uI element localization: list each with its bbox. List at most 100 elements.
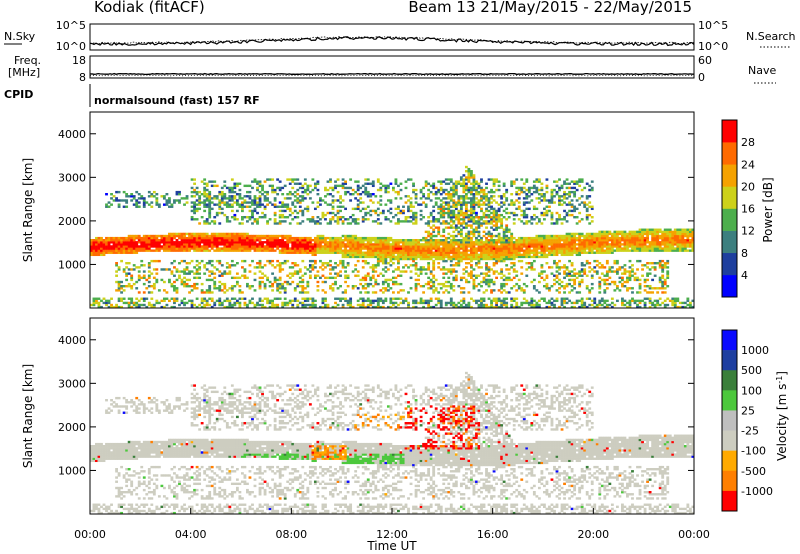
power-cell bbox=[407, 266, 410, 269]
power-cell bbox=[437, 297, 441, 300]
power-cell bbox=[480, 236, 483, 240]
power-cell bbox=[454, 205, 458, 208]
power-cell bbox=[507, 251, 511, 254]
freq-line bbox=[89, 72, 695, 76]
power-cell bbox=[454, 249, 458, 252]
power-cell bbox=[515, 270, 519, 273]
power-cell bbox=[321, 251, 325, 254]
power-cell bbox=[419, 255, 423, 259]
power-cell bbox=[512, 262, 516, 265]
power-cell bbox=[205, 301, 209, 305]
power-cell bbox=[470, 193, 473, 196]
power-cell bbox=[462, 247, 466, 250]
power-cell bbox=[537, 274, 541, 277]
power-cell bbox=[334, 184, 337, 188]
power-cell bbox=[434, 249, 438, 252]
power-cell bbox=[495, 255, 498, 259]
power-cell bbox=[502, 282, 506, 286]
power-cell bbox=[130, 199, 134, 202]
power-cell bbox=[495, 218, 498, 221]
power-cell bbox=[472, 195, 476, 198]
power-cell bbox=[173, 236, 176, 240]
power-cell bbox=[480, 247, 483, 250]
power-cell bbox=[454, 278, 458, 282]
power-cell bbox=[157, 301, 161, 305]
power-cell bbox=[374, 282, 378, 286]
power-cell bbox=[477, 266, 481, 269]
power-cell bbox=[588, 195, 592, 198]
power-cell bbox=[464, 224, 468, 227]
power-cell bbox=[545, 305, 549, 309]
power-cell bbox=[502, 303, 506, 307]
power-cell bbox=[485, 226, 488, 229]
power-cell bbox=[568, 193, 571, 196]
power-cell bbox=[268, 299, 272, 303]
power-cell bbox=[162, 234, 166, 238]
power-cell bbox=[492, 257, 496, 261]
power-cell bbox=[500, 287, 504, 290]
power-cell bbox=[190, 232, 194, 236]
power-cell bbox=[208, 291, 212, 294]
power-cell bbox=[155, 239, 159, 242]
power-cell bbox=[507, 228, 511, 231]
power-cell bbox=[150, 205, 154, 208]
power-cell bbox=[147, 247, 151, 250]
power-cell bbox=[223, 282, 227, 286]
power-cell bbox=[432, 262, 436, 265]
power-cell bbox=[152, 282, 156, 286]
power-cell bbox=[532, 287, 536, 290]
power-cell bbox=[258, 297, 262, 300]
power-cell bbox=[298, 270, 302, 273]
power-cell bbox=[472, 218, 476, 221]
power-cell bbox=[155, 272, 159, 275]
power-cell bbox=[95, 239, 98, 242]
power-cell bbox=[495, 299, 498, 303]
power-cell bbox=[329, 259, 332, 263]
power-cell bbox=[553, 245, 556, 248]
power-cell bbox=[548, 247, 551, 250]
power-cell bbox=[253, 178, 257, 181]
power-cell bbox=[384, 236, 388, 240]
power-cell bbox=[178, 245, 181, 248]
power-cell bbox=[457, 222, 461, 225]
power-cell bbox=[459, 207, 463, 211]
power-cell bbox=[482, 234, 486, 238]
power-cell bbox=[444, 207, 448, 211]
power-cell bbox=[600, 266, 604, 269]
power-cell bbox=[271, 282, 275, 286]
power-cell bbox=[598, 303, 602, 307]
power-cell bbox=[384, 241, 388, 244]
power-cell bbox=[452, 247, 456, 250]
power-cell bbox=[301, 213, 305, 217]
power-cell bbox=[311, 299, 315, 303]
power-cell bbox=[324, 299, 327, 303]
power-cell bbox=[510, 262, 514, 265]
power-cell bbox=[520, 287, 524, 290]
power-cell bbox=[298, 249, 302, 252]
power-cell bbox=[532, 184, 536, 188]
power-cell bbox=[319, 241, 322, 244]
power-cell bbox=[241, 209, 244, 213]
power-cell bbox=[590, 232, 594, 236]
power-cell bbox=[510, 299, 514, 303]
power-cell bbox=[361, 239, 365, 242]
power-cell bbox=[419, 249, 423, 252]
power-cell bbox=[475, 241, 478, 244]
power-cell bbox=[173, 243, 176, 246]
power-cell bbox=[480, 241, 483, 244]
power-cell bbox=[580, 305, 584, 309]
power-cell bbox=[495, 241, 498, 244]
power-cell bbox=[258, 182, 262, 185]
power-cell bbox=[165, 297, 169, 300]
power-cell bbox=[477, 193, 481, 196]
power-cell bbox=[454, 247, 458, 250]
power-cell bbox=[329, 272, 332, 275]
power-cell bbox=[555, 180, 559, 183]
power-cell bbox=[160, 299, 164, 303]
power-cell bbox=[110, 241, 113, 244]
power-cell bbox=[142, 199, 146, 202]
power-cell bbox=[394, 257, 398, 261]
power-cell bbox=[208, 245, 212, 248]
power-cell bbox=[472, 285, 476, 288]
power-cell bbox=[422, 268, 426, 271]
